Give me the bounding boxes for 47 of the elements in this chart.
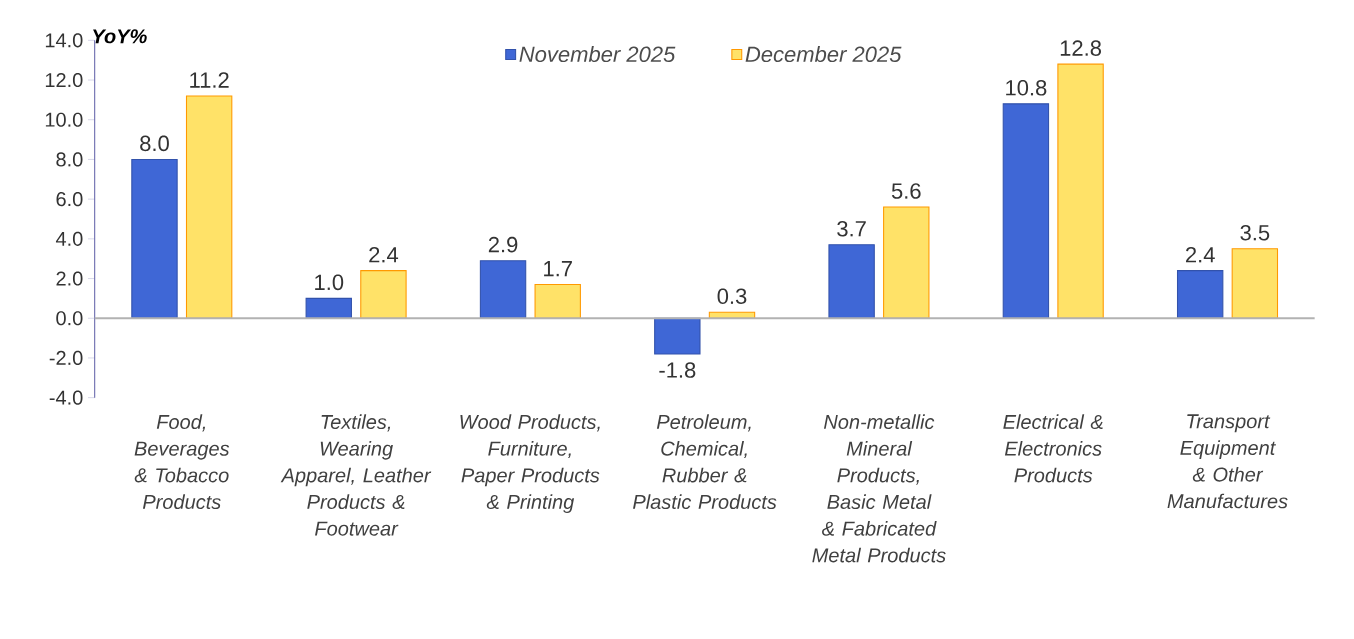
data-label: 2.4 <box>369 246 399 263</box>
bar <box>305 297 352 319</box>
data-label: 11.2 <box>190 72 229 88</box>
x-tick-label: Non-metallic Mineral Products, Basic Metal & Fabricated Metal Products <box>812 414 946 563</box>
x-tick-label: Transport Equipment & Other Manufactures <box>1167 414 1288 509</box>
bar <box>185 95 233 319</box>
data-label: 0.3 <box>717 288 747 305</box>
bar <box>360 270 407 319</box>
x-tick-label: Textiles, Wearing Apparel, Leather Products & Footwear <box>280 414 432 536</box>
data-label: 10.8 <box>1006 80 1047 96</box>
bar <box>654 317 701 355</box>
bar <box>1057 63 1104 319</box>
y-tick-label: 6.0 <box>56 192 83 207</box>
data-label: 5.6 <box>891 183 921 199</box>
x-tick-label: Electrical & Electronics Products <box>1003 414 1103 483</box>
data-label: 3.7 <box>837 220 866 237</box>
data-label: 2.9 <box>488 236 518 253</box>
y-axis-title: YoY% <box>93 29 147 44</box>
bar <box>131 158 178 319</box>
bar <box>479 260 527 319</box>
x-tick-label: Wood Products, Furniture, Paper Products & Printing <box>460 414 600 513</box>
bar <box>534 283 581 319</box>
data-label: -1.8 <box>659 362 696 378</box>
legend-label: November 2025 <box>519 45 676 63</box>
y-tick-label: -4.0 <box>49 390 83 405</box>
bar <box>883 206 930 319</box>
data-label: 3.5 <box>1240 224 1270 241</box>
y-tick-label: 0.0 <box>56 311 83 326</box>
y-tick-label: 14.0 <box>45 33 83 48</box>
bar <box>1231 248 1279 319</box>
y-tick-label: 2.0 <box>56 271 83 286</box>
bar <box>1002 103 1050 319</box>
legend-label: December 2025 <box>745 45 902 63</box>
y-tick-label: -2.0 <box>49 350 83 366</box>
data-label: 1.7 <box>544 261 572 277</box>
y-tick-label: 8.0 <box>56 152 83 167</box>
data-label: 8.0 <box>140 135 169 152</box>
y-tick-label: 10.0 <box>45 112 83 127</box>
y-tick-label: 12.0 <box>45 72 83 88</box>
bar <box>1176 270 1224 319</box>
x-tick-label: Food, Beverages & Tobacco Products <box>134 414 230 510</box>
y-tick-label: 4.0 <box>55 231 83 246</box>
data-label: 2.4 <box>1185 246 1215 263</box>
data-label: 12.8 <box>1060 40 1101 56</box>
x-tick-label: Petroleum, Chemical, Rubber & Plastic Products <box>633 414 777 510</box>
data-label: 1.0 <box>315 274 344 291</box>
bar <box>828 244 875 319</box>
